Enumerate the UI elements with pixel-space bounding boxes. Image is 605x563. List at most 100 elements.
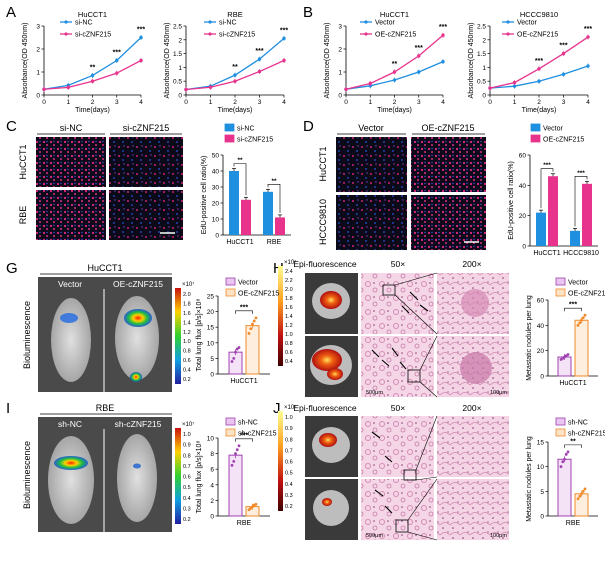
chart-i: 0 2 4 6 8 10 Total lung flux [p/s]×10⁸ sh-NC sh-… [196, 417, 277, 527]
y-tick-label: 1.5 [173, 51, 182, 58]
bar [229, 171, 239, 235]
x-tick-label: 4 [139, 99, 143, 106]
c-row-label-1: HuCCT1 [18, 144, 28, 179]
x-tick-label: 3 [562, 99, 566, 106]
y-axis-label: Metastatic nodules per lung [526, 436, 533, 522]
colorbar-tick-label: 0.8 [285, 437, 293, 443]
y-tick-label: 15 [207, 325, 215, 332]
colorbar-tick-label: 2.4 [285, 269, 293, 275]
data-point [208, 85, 213, 89]
colorbar [175, 428, 181, 524]
j-mag1: 50× [391, 403, 405, 413]
y-tick-label: 5 [210, 356, 214, 363]
bar [548, 176, 558, 246]
bar [536, 212, 546, 246]
legend-swatch [225, 277, 236, 286]
legend-swatch [555, 288, 566, 297]
legend-label: sh-NC [568, 420, 588, 427]
legend-label: si-NC [237, 126, 255, 133]
i-scale-ticks: 1.0 0.9 0.8 0.7 0.6 0.5 0.4 0.3 0.2 [183, 432, 191, 523]
y-tick-label: 10 [207, 340, 215, 347]
chart-d: 0 20 40 60 EdU-positive cell ratio(%) Vector O… [508, 123, 599, 257]
data-point [232, 460, 236, 463]
legend-label: si-cZNF215 [75, 32, 111, 39]
x-tick-label: 0 [344, 99, 348, 106]
data-point [563, 457, 566, 461]
significance-bracket [235, 438, 253, 442]
y-tick-label: 8 [210, 451, 214, 458]
he-image [361, 273, 434, 334]
data-point [586, 35, 590, 39]
y-tick-label: 3 [338, 24, 342, 31]
colorbar-tick-label: 0.4 [285, 359, 293, 365]
significance-label: ** [271, 178, 277, 185]
y-tick-label: 10 [212, 217, 220, 224]
legend-swatch [530, 123, 541, 132]
bar [228, 351, 243, 375]
data-point [42, 87, 46, 91]
legend-marker [506, 20, 510, 24]
chart-g: 0 5 10 15 20 25 Total lung flux [p/s]×10⁸ Vecto… [196, 277, 279, 385]
bar [574, 319, 589, 377]
chart-title: RBE [227, 10, 242, 19]
significance-label: *** [137, 27, 145, 34]
significance-label: *** [535, 58, 543, 65]
chart-title: HCCC9810 [520, 10, 558, 19]
legend-marker [364, 20, 368, 24]
legend-marker [364, 32, 368, 36]
data-point [537, 67, 541, 71]
chart-title: HuCCT1 [78, 10, 107, 19]
data-point [282, 58, 286, 63]
g-title: HuCCT1 [87, 263, 122, 273]
bar [241, 199, 251, 235]
data-point [392, 70, 397, 74]
x-tick-label: 1 [513, 99, 517, 106]
x-tick-label: 4 [282, 99, 286, 106]
colorbar-tick-label: 0.8 [285, 341, 293, 347]
y-tick-label: 4 [210, 482, 214, 489]
x-tick-label: 0 [488, 99, 492, 106]
legend-swatch [224, 134, 235, 143]
colorbar-tick-label: 0.2 [183, 517, 191, 523]
y-tick-label: 25 [207, 294, 215, 301]
data-point [561, 72, 566, 77]
data-point [233, 79, 237, 83]
c-row-label-2: RBE [18, 206, 28, 225]
bar [582, 183, 592, 246]
legend-swatch [555, 428, 566, 437]
data-point [512, 84, 517, 88]
bioluminescence-panel-g: HuCCT1 Vector OE-cZNF215 Bioluminescence… [22, 263, 194, 392]
colorbar-tick-label: 0.4 [285, 482, 293, 488]
significance-label: *** [415, 45, 423, 52]
colorbar-tick-label: 0.6 [285, 460, 293, 466]
x-tick-label: 4 [441, 99, 445, 106]
y-tick-label: 50 [212, 153, 220, 160]
y-tick-label: 2 [178, 37, 182, 44]
y-tick-label: 20 [212, 201, 220, 208]
y-tick-label: 6 [210, 467, 214, 474]
y-tick-label: 0 [36, 93, 40, 100]
x-tick-label: 1 [66, 99, 70, 106]
x-axis-label: Time(days) [75, 107, 110, 114]
data-point [230, 463, 234, 467]
panel-label-g: G [6, 260, 18, 277]
y-tick-label: 0 [522, 244, 526, 251]
legend-swatch [225, 288, 236, 297]
colorbar-tick-label: 2.0 [183, 292, 191, 298]
legend-label: si-NC [75, 20, 93, 27]
chart-j: 0 5 10 15 Metastatic nodules per lung sh-NC sh… [526, 417, 605, 527]
colorbar-tick-label: 0.6 [183, 475, 191, 481]
data-point [578, 321, 582, 325]
data-point [237, 346, 241, 349]
colorbar-tick-label: 0.8 [183, 349, 191, 355]
colorbar-tick-label: 0.7 [183, 464, 191, 470]
y-tick-label: 2 [210, 498, 214, 505]
data-point [115, 58, 119, 63]
x-tick-label: HuCCT1 [533, 250, 560, 257]
colorbar-tick-label: 1.8 [285, 296, 293, 302]
i-col-label-1: sh-NC [58, 419, 82, 429]
legend-label: Vector [238, 280, 259, 287]
y-tick-label: 20 [519, 213, 527, 220]
h-scalebar-2: 100μm [490, 390, 507, 396]
